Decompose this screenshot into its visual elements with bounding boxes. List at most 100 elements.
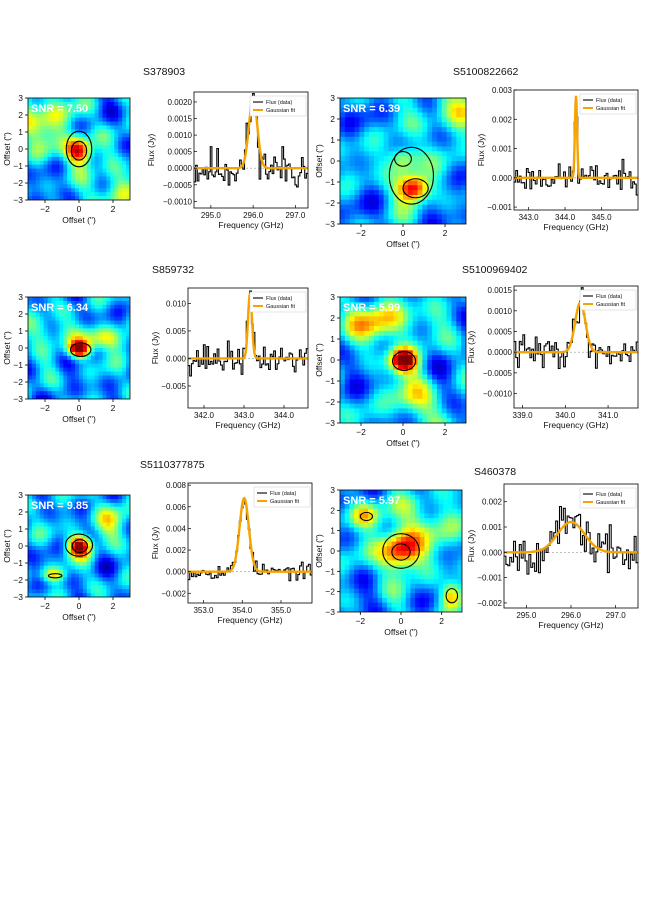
spectrum-frame [187,287,309,409]
legend-box [579,93,637,115]
x-tick-label: 341.0 [598,411,619,420]
contour-line [382,533,420,569]
x-axis-label: Frequency (GHz) [543,222,608,232]
x-tick-label: −2 [40,204,50,214]
y-tick-label: −1 [13,360,23,370]
gaussian-fit-line [504,520,638,554]
contour-line [64,533,94,557]
y-tick-label: 0.006 [166,503,187,512]
legend-label: Gaussian fit [596,106,626,112]
y-axis-label: Flux (Jy) [466,331,476,364]
x-tick-label: 355.0 [271,606,292,615]
y-tick-label: 3 [18,490,23,500]
y-tick-label: 2 [330,313,335,323]
x-tick-label: 0 [401,427,406,437]
contour-line [70,140,88,161]
y-tick-label: 0 [18,541,23,551]
y-tick-label: −2 [13,575,23,585]
y-axis-label: Flux (Jy) [476,134,486,167]
y-tick-label: −0.0005 [163,181,193,190]
legend-label: Gaussian fit [266,108,296,114]
y-tick-label: 0.010 [166,299,187,308]
y-tick-label: 0.0000 [488,348,513,357]
x-axis-label: Offset (") [386,239,420,249]
spectrum-frame [193,91,309,209]
contour-line [47,573,63,579]
snr-label: SNR = 5.97 [343,495,400,507]
map-image [28,495,130,597]
y-tick-label: 2 [18,309,23,319]
x-axis-label: Offset (") [386,438,420,448]
contour-line [402,178,429,199]
x-tick-label: 0 [77,204,82,214]
y-axis-label: Offset (") [314,144,324,178]
source-title: S859732 [152,264,195,276]
y-axis-label: Flux (Jy) [150,332,160,365]
map-image [340,98,466,224]
y-tick-label: 0.002 [492,115,513,124]
x-tick-label: 354.0 [232,606,253,615]
spectrum-panel: 353.0 354.0 355.0 −0.002 0.000 0.002 0.004 0.00… [150,481,313,625]
y-tick-label: −3 [13,592,23,602]
y-tick-label: 1 [330,135,335,145]
snr-map-panel: −2 0 2 −3 −2 −1 0 1 2 3 Offset (") Offset (") SNR = … [314,485,463,637]
source-title: S5100969402 [462,264,528,276]
y-axis-label: Offset (") [314,343,324,377]
y-tick-label: 0.0015 [488,286,513,295]
legend-box [249,95,307,117]
map-image [28,98,130,200]
legend-label: Gaussian fit [596,302,626,308]
x-tick-label: 295.0 [516,611,537,620]
x-tick-label: −2 [355,616,365,626]
y-tick-label: 0.000 [166,568,187,577]
x-tick-label: 296.0 [243,211,264,220]
y-tick-label: 1 [18,326,23,336]
y-tick-label: 0.000 [492,174,513,183]
snr-map-panel: −2 0 2 −3 −2 −1 0 1 2 3 Offset (") Offset (") SNR = … [314,93,467,249]
snr-label: SNR = 7.50 [31,103,88,115]
legend-box [253,486,311,508]
snr-map-panel: −2 0 2 −3 −2 −1 0 1 2 3 Offset (") Offset (") SNR = … [2,292,131,424]
x-tick-label: 343.0 [234,411,255,420]
x-tick-label: 339.0 [513,411,534,420]
y-tick-label: 3 [330,93,335,103]
y-tick-label: −0.002 [161,589,186,598]
x-tick-label: 296.0 [561,611,582,620]
y-tick-label: 0.0015 [168,115,193,124]
x-tick-label: 2 [443,427,448,437]
y-axis-label: Offset (") [314,534,324,568]
y-tick-label: −2 [325,397,335,407]
y-tick-label: 0.0010 [168,131,193,140]
y-tick-label: −2 [325,587,335,597]
x-tick-label: 342.0 [194,411,215,420]
legend-box [249,291,307,313]
y-tick-label: −0.0005 [483,369,513,378]
y-tick-label: 1 [18,524,23,534]
x-tick-label: 340.0 [555,411,576,420]
y-tick-label: 3 [18,292,23,302]
y-axis-label: Offset (") [2,529,12,563]
y-tick-label: 0 [18,343,23,353]
y-tick-label: 0.002 [166,546,187,555]
y-tick-label: 0 [18,144,23,154]
y-axis-label: Flux (Jy) [150,527,160,560]
gaussian-fit-line [514,301,638,354]
y-tick-label: 0 [330,156,335,166]
spectrum-frame [513,285,639,409]
y-tick-label: 2 [18,110,23,120]
y-tick-label: −3 [13,394,23,404]
legend-label: Flux (data) [266,100,292,106]
x-tick-label: −2 [356,427,366,437]
y-tick-label: 1 [330,334,335,344]
y-tick-label: 0.0010 [488,307,513,316]
spectrum-frame [187,482,313,604]
snr-label: SNR = 6.34 [31,302,89,314]
y-tick-label: 0.005 [166,327,187,336]
x-axis-label: Offset (") [384,627,418,637]
y-axis-label: Flux (Jy) [146,134,156,167]
x-tick-label: 2 [443,228,448,238]
spectrum-panel: 342.0 343.0 344.0 −0.005 0.000 0.005 0.010 Freq… [150,287,309,430]
y-tick-label: 1 [330,526,335,536]
contour-line [71,538,89,554]
y-tick-label: 0.000 [482,548,503,557]
